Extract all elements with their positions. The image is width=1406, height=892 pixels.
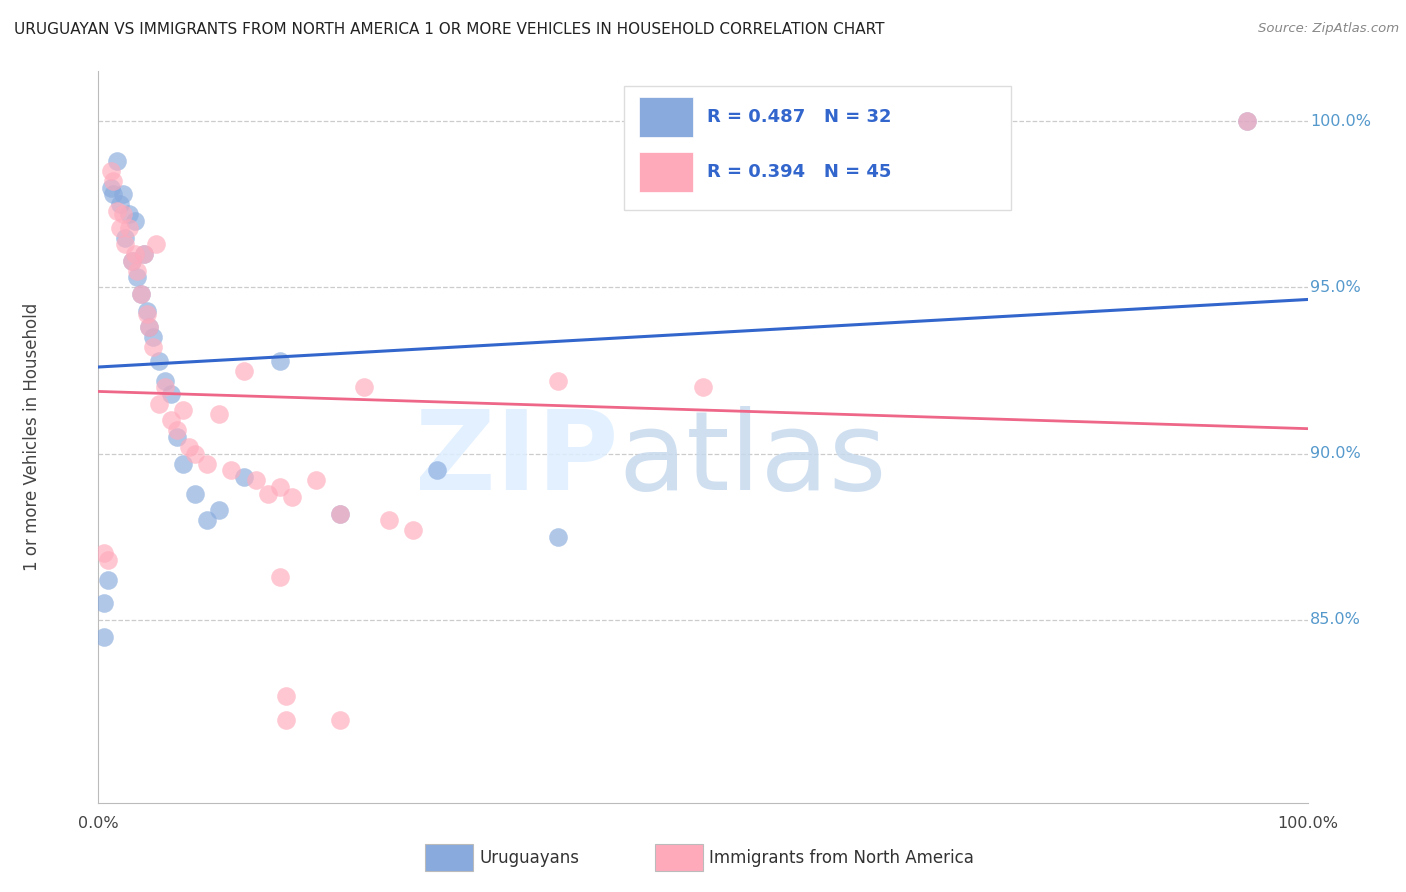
Point (166, 424, 188, 438)
Point (118, 207, 141, 221)
Point (121, 253, 143, 268)
Point (547, 530, 569, 544)
Point (547, 374, 569, 388)
Point (127, 264, 149, 278)
Bar (655, 845, 703, 871)
Point (377, 513, 399, 527)
Point (1236, 114, 1258, 128)
Point (195, 513, 218, 527)
Point (114, 230, 136, 244)
Point (134, 247, 156, 261)
Point (127, 270, 149, 285)
Text: 100.0%: 100.0% (1277, 816, 1339, 831)
Point (274, 690, 297, 704)
Point (124, 214, 146, 228)
Point (108, 220, 131, 235)
Point (195, 457, 218, 471)
Point (118, 220, 141, 235)
Point (121, 253, 143, 268)
Point (135, 303, 157, 318)
Point (93, 630, 115, 644)
Point (221, 463, 243, 477)
Point (329, 713, 352, 727)
Text: 85.0%: 85.0% (1310, 613, 1361, 627)
Point (97, 573, 120, 587)
Point (160, 387, 183, 401)
Point (329, 507, 352, 521)
Point (145, 237, 167, 252)
Point (184, 486, 207, 500)
Point (402, 523, 425, 537)
Point (111, 187, 134, 202)
Point (93, 546, 115, 560)
Point (208, 407, 231, 421)
Point (100, 180, 122, 194)
Point (100, 164, 122, 178)
Point (135, 307, 157, 321)
Point (160, 413, 183, 427)
Bar (638, 152, 693, 192)
Point (142, 330, 165, 344)
Text: 1 or more Vehicles in Household: 1 or more Vehicles in Household (22, 303, 41, 571)
Text: 90.0%: 90.0% (1310, 446, 1361, 461)
Point (172, 403, 194, 417)
Point (269, 570, 291, 584)
Point (138, 320, 160, 334)
Point (148, 397, 170, 411)
Point (353, 380, 375, 394)
Point (274, 713, 297, 727)
Point (426, 463, 449, 477)
Point (184, 447, 207, 461)
Point (93, 596, 115, 610)
Point (129, 287, 152, 301)
Point (256, 486, 278, 500)
Text: 95.0%: 95.0% (1310, 280, 1361, 295)
Point (101, 187, 124, 202)
Text: Uruguayans: Uruguayans (479, 848, 579, 867)
Point (232, 470, 254, 484)
Point (129, 287, 152, 301)
Point (177, 440, 201, 454)
Text: 100.0%: 100.0% (1310, 114, 1371, 128)
Point (124, 247, 146, 261)
Point (281, 490, 304, 504)
Text: R = 0.487   N = 32: R = 0.487 N = 32 (707, 108, 891, 126)
Point (329, 507, 352, 521)
Text: Immigrants from North America: Immigrants from North America (709, 848, 974, 867)
Text: ZIP: ZIP (415, 406, 619, 513)
Point (208, 503, 231, 517)
Point (97, 553, 120, 567)
Point (153, 374, 176, 388)
FancyBboxPatch shape (624, 86, 1011, 211)
Point (105, 204, 128, 219)
Point (166, 430, 188, 444)
Text: URUGUAYAN VS IMMIGRANTS FROM NORTH AMERICA 1 OR MORE VEHICLES IN HOUSEHOLD CORRE: URUGUAYAN VS IMMIGRANTS FROM NORTH AMERI… (14, 22, 884, 37)
Point (172, 457, 194, 471)
Point (269, 353, 291, 368)
Point (692, 380, 714, 394)
Bar (425, 845, 474, 871)
Point (269, 480, 291, 494)
Point (101, 174, 124, 188)
Point (148, 353, 170, 368)
Text: R = 0.394   N = 45: R = 0.394 N = 45 (707, 163, 891, 181)
Bar (638, 97, 693, 137)
Point (138, 320, 160, 334)
Point (232, 363, 254, 377)
Point (111, 207, 134, 221)
Text: Source: ZipAtlas.com: Source: ZipAtlas.com (1258, 22, 1399, 36)
Point (305, 473, 328, 487)
Point (134, 247, 156, 261)
Point (142, 340, 165, 354)
Point (153, 380, 176, 394)
Text: 0.0%: 0.0% (79, 816, 118, 831)
Point (114, 237, 136, 252)
Text: atlas: atlas (619, 406, 887, 513)
Point (108, 197, 131, 211)
Point (105, 154, 128, 169)
Point (245, 473, 267, 487)
Point (1236, 114, 1258, 128)
